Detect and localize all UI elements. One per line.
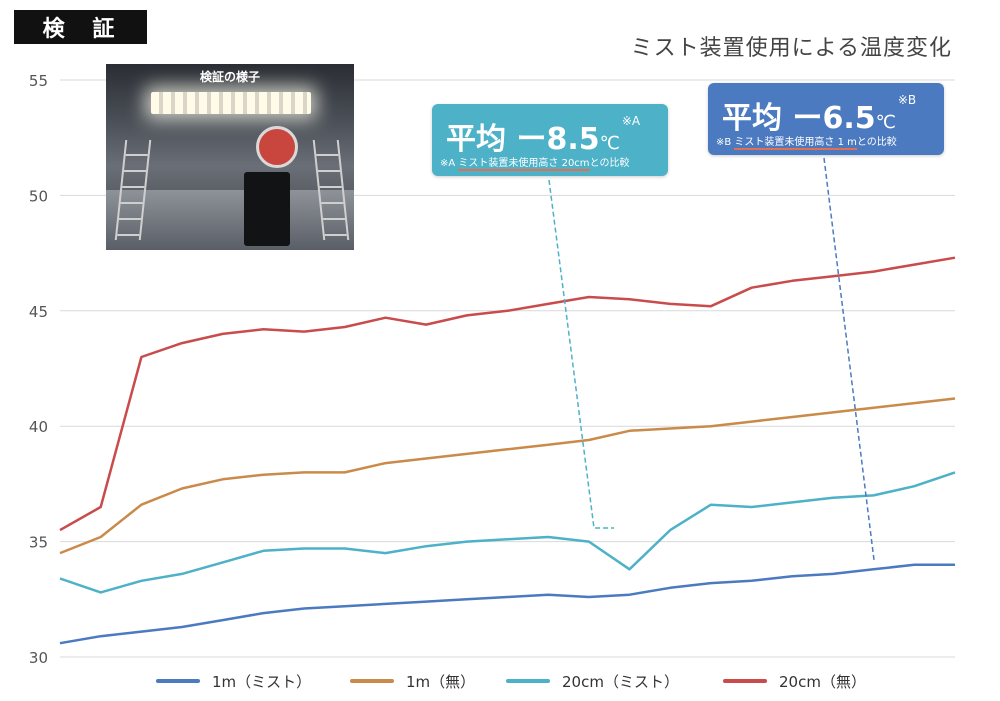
y-tick-label-55: 55: [29, 72, 48, 90]
y-tick-label-45: 45: [29, 303, 48, 321]
floor: [106, 190, 354, 250]
series-line-1: [59, 397, 956, 555]
callout-b-leader: [823, 157, 875, 561]
mist-machine: [244, 172, 290, 246]
callout-a-note: ※A ミスト装置未使用高さ 20cmとの比較: [440, 158, 630, 171]
legend-label-1: 1m（無）: [406, 673, 475, 691]
callout-a: 平均 ー8.5℃※A ※A ミスト装置未使用高さ 20cmとの比較: [432, 104, 668, 176]
callout-b-note: ※B ミスト装置未使用高さ 1 mとの比較: [716, 137, 897, 150]
series-line-3: [59, 256, 956, 532]
callout-b-main: 平均 ー6.5℃※B: [722, 93, 917, 136]
series-line-2: [59, 471, 956, 594]
photo-caption: 検証の様子: [199, 70, 260, 84]
verification-photo: 検証の様子: [106, 64, 354, 250]
legend-label-2: 20cm（ミスト）: [562, 673, 679, 691]
callout-b: 平均 ー6.5℃※B ※B ミスト装置未使用高さ 1 mとの比較: [708, 83, 944, 155]
callout-a-main: 平均 ー8.5℃※A: [446, 114, 641, 157]
chart-title: ミスト装置使用による温度変化: [630, 36, 952, 61]
legend-label-3: 20cm（無）: [779, 673, 866, 691]
ceiling-lights: [151, 92, 311, 114]
fan-icon: [256, 126, 298, 168]
y-tick-label-30: 30: [29, 649, 48, 667]
y-tick-label-40: 40: [29, 418, 48, 436]
y-tick-label-35: 35: [29, 534, 48, 552]
y-tick-label-50: 50: [29, 187, 48, 205]
section-tag: 検 証: [14, 10, 147, 44]
series-line-0: [59, 563, 955, 645]
callout-a-leader: [548, 179, 614, 529]
legend-label-0: 1m（ミスト）: [212, 673, 311, 691]
